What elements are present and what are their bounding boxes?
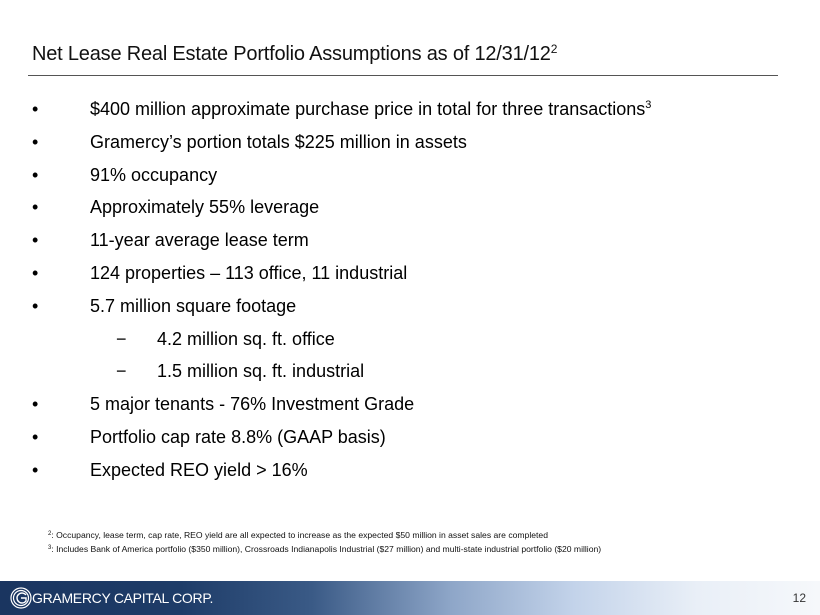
bullet-text: $400 million approximate purchase price … <box>90 99 651 120</box>
bullet-marker: • <box>32 131 39 152</box>
company-name: GRAMERCY CAPITAL CORP. <box>32 590 214 606</box>
footer-band: GRAMERCY CAPITAL CORP. 12 <box>0 581 820 615</box>
footnote-ref: 3 <box>645 99 652 111</box>
bullet-marker: • <box>32 459 39 480</box>
bullet-text-content: Gramercy’s portion totals $225 million i… <box>90 131 467 152</box>
bullet-text-content: $400 million approximate purchase price … <box>90 99 646 119</box>
bullet-text-content: Approximately 55% leverage <box>90 197 320 218</box>
title-footnote-ref: 2 <box>550 42 558 56</box>
bullet-text-content: 5.7 million square footage <box>90 295 297 316</box>
bullet-text-content: 11-year average lease term <box>90 230 309 251</box>
footnote-3: 3: Includes Bank of America portfolio ($… <box>48 542 601 556</box>
page-number: 12 <box>792 591 806 605</box>
bullet-text-content: 124 properties – 113 office, 11 industri… <box>90 262 408 283</box>
footnotes: 2: Occupancy, lease term, cap rate, REO … <box>48 528 601 556</box>
bullet-marker: • <box>32 230 39 251</box>
bullet-marker: • <box>32 262 39 283</box>
gramercy-g-logo-icon <box>10 587 32 609</box>
footnote-text: : Includes Bank of America portfolio ($3… <box>51 544 602 554</box>
bullet-text-content: Expected REO yield > 16% <box>90 459 308 480</box>
bullet-text: 4.2 million sq. ft. office <box>157 329 335 350</box>
bullet-marker: • <box>32 197 39 218</box>
bullet-marker: • <box>32 426 39 447</box>
bullet-text: 5 major tenants - 76% Investment Grade <box>90 394 414 415</box>
footnote-marker: 2 <box>48 531 52 537</box>
bullet-text: Expected REO yield > 16% <box>90 460 308 481</box>
footnote-text: : Occupancy, lease term, cap rate, REO y… <box>51 530 548 540</box>
bullet-text-content: 91% occupancy <box>90 164 218 185</box>
footnote-marker: 3 <box>48 545 52 551</box>
bullet-text: Portfolio cap rate 8.8% (GAAP basis) <box>90 427 386 448</box>
dash-marker: − <box>116 361 127 382</box>
bullet-text-content: 4.2 million sq. ft. office <box>157 328 335 349</box>
slide-title: Net Lease Real Estate Portfolio Assumpti… <box>32 42 557 66</box>
bullet-marker: • <box>32 295 39 316</box>
bullet-marker: • <box>32 99 39 119</box>
bullet-marker: • <box>32 164 39 185</box>
bullet-text: 91% occupancy <box>90 165 217 186</box>
dash-marker: − <box>116 328 127 349</box>
bullet-text: 1.5 million sq. ft. industrial <box>157 361 364 382</box>
bullet-text: 11-year average lease term <box>90 230 309 251</box>
bullet-text: Approximately 55% leverage <box>90 197 319 218</box>
footnote-2: 2: Occupancy, lease term, cap rate, REO … <box>48 528 601 542</box>
bullet-text: 124 properties – 113 office, 11 industri… <box>90 263 407 284</box>
bullet-text: 5.7 million square footage <box>90 296 296 317</box>
bullet-text: Gramercy’s portion totals $225 million i… <box>90 132 467 153</box>
bullet-text-content: Portfolio cap rate 8.8% (GAAP basis) <box>90 426 386 447</box>
bullet-text-content: 5 major tenants - 76% Investment Grade <box>90 394 415 415</box>
slide-title-text: Net Lease Real Estate Portfolio Assumpti… <box>32 43 551 65</box>
title-divider <box>28 75 778 76</box>
bullet-marker: • <box>32 394 39 415</box>
bullet-text-content: 1.5 million sq. ft. industrial <box>157 361 365 382</box>
